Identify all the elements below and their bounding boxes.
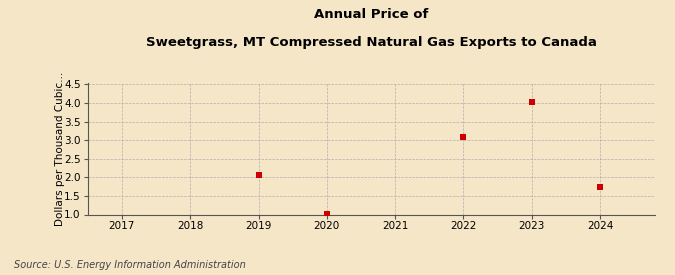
- Text: Sweetgrass, MT Compressed Natural Gas Exports to Canada: Sweetgrass, MT Compressed Natural Gas Ex…: [146, 36, 597, 49]
- Point: [253, 172, 264, 177]
- Point: [595, 185, 605, 189]
- Text: Source: U.S. Energy Information Administration: Source: U.S. Energy Information Administ…: [14, 260, 245, 270]
- Text: Annual Price of: Annual Price of: [314, 8, 429, 21]
- Point: [458, 135, 469, 139]
- Y-axis label: Dollars per Thousand Cubic...: Dollars per Thousand Cubic...: [55, 72, 65, 225]
- Point: [321, 211, 332, 216]
- Point: [526, 100, 537, 104]
